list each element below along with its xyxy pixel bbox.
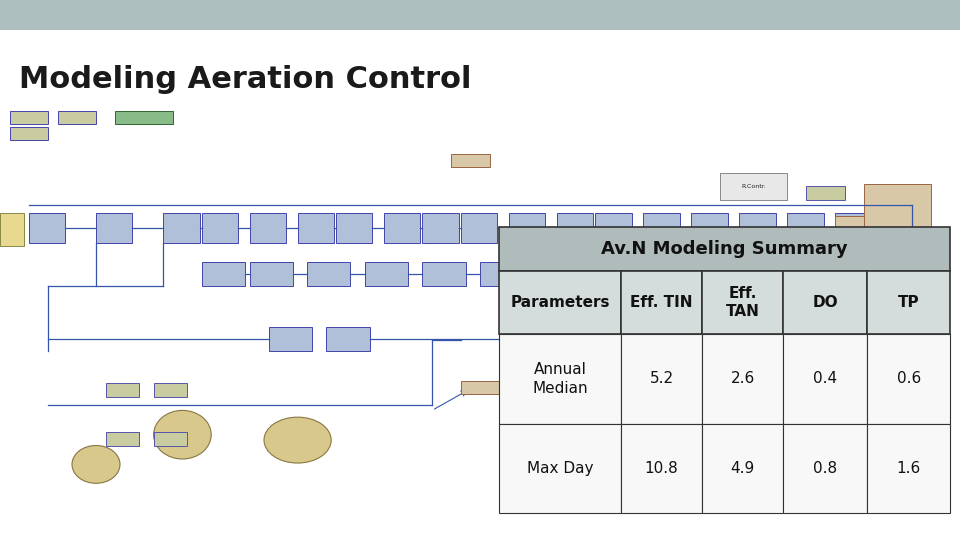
Bar [595, 213, 632, 243]
Bar [499, 227, 950, 271]
Bar [461, 381, 499, 394]
Bar [298, 213, 334, 243]
Bar [867, 334, 950, 423]
Bar [509, 213, 545, 243]
Bar [499, 271, 621, 334]
Text: Annual
Median: Annual Median [532, 362, 588, 396]
Bar [783, 271, 867, 334]
Bar [422, 213, 459, 243]
Text: 10.8: 10.8 [645, 461, 679, 476]
Bar [787, 316, 826, 335]
Bar [451, 154, 490, 167]
Bar [480, 262, 523, 286]
Ellipse shape [72, 446, 120, 483]
Text: 4.9: 4.9 [731, 461, 755, 476]
Bar [202, 213, 238, 243]
Bar [703, 271, 783, 334]
Bar [163, 213, 200, 243]
Bar [10, 127, 48, 140]
Bar [250, 213, 286, 243]
Bar [461, 213, 497, 243]
Bar [621, 423, 703, 513]
Ellipse shape [154, 410, 211, 459]
Bar [326, 327, 370, 351]
Bar [58, 111, 96, 124]
Bar [867, 271, 950, 334]
Bar [106, 432, 139, 445]
Bar [703, 334, 783, 423]
Bar [499, 334, 621, 423]
Bar [422, 262, 466, 286]
Bar [703, 423, 783, 513]
Bar [835, 216, 883, 259]
Text: Parameters: Parameters [511, 295, 610, 310]
Bar [835, 213, 872, 243]
Bar [621, 334, 703, 423]
Text: Modeling Aeration Control: Modeling Aeration Control [19, 65, 471, 94]
Text: Eff. TIN: Eff. TIN [631, 295, 693, 310]
Bar [739, 213, 776, 243]
Text: 0.4: 0.4 [813, 372, 837, 386]
Bar [10, 111, 48, 124]
Ellipse shape [264, 417, 331, 463]
Bar [365, 262, 408, 286]
Text: 0.8: 0.8 [813, 461, 837, 476]
Bar [29, 213, 65, 243]
Bar [787, 213, 824, 243]
Text: DO: DO [812, 295, 838, 310]
Bar [499, 423, 621, 513]
Text: 5.2: 5.2 [650, 372, 674, 386]
Bar [384, 213, 420, 243]
Bar [0, 0, 960, 30]
Bar [269, 327, 312, 351]
Text: 1.6: 1.6 [897, 461, 921, 476]
Text: 2.6: 2.6 [731, 372, 755, 386]
Text: 0.6: 0.6 [897, 372, 921, 386]
Bar [154, 432, 187, 445]
Bar [307, 262, 350, 286]
Bar [874, 213, 910, 243]
Bar [202, 262, 245, 286]
Bar [867, 423, 950, 513]
Text: R.Contr.: R.Contr. [741, 184, 766, 189]
Bar [250, 262, 293, 286]
Bar [557, 213, 593, 243]
Bar [336, 213, 372, 243]
Bar [864, 184, 931, 232]
Bar [730, 343, 768, 362]
Bar [106, 383, 139, 397]
Bar [621, 271, 703, 334]
Text: Max Day: Max Day [527, 461, 593, 476]
Text: TP: TP [898, 295, 920, 310]
Bar [115, 111, 173, 124]
Bar [643, 213, 680, 243]
Bar [154, 383, 187, 397]
Bar [720, 173, 787, 200]
Bar [691, 213, 728, 243]
Bar [783, 423, 867, 513]
Bar [783, 334, 867, 423]
Bar [0, 213, 24, 246]
Bar [806, 186, 845, 200]
Bar [835, 275, 883, 313]
Text: Av.N Modeling Summary: Av.N Modeling Summary [602, 240, 848, 258]
Bar [96, 213, 132, 243]
Text: Eff.
TAN: Eff. TAN [726, 286, 759, 320]
